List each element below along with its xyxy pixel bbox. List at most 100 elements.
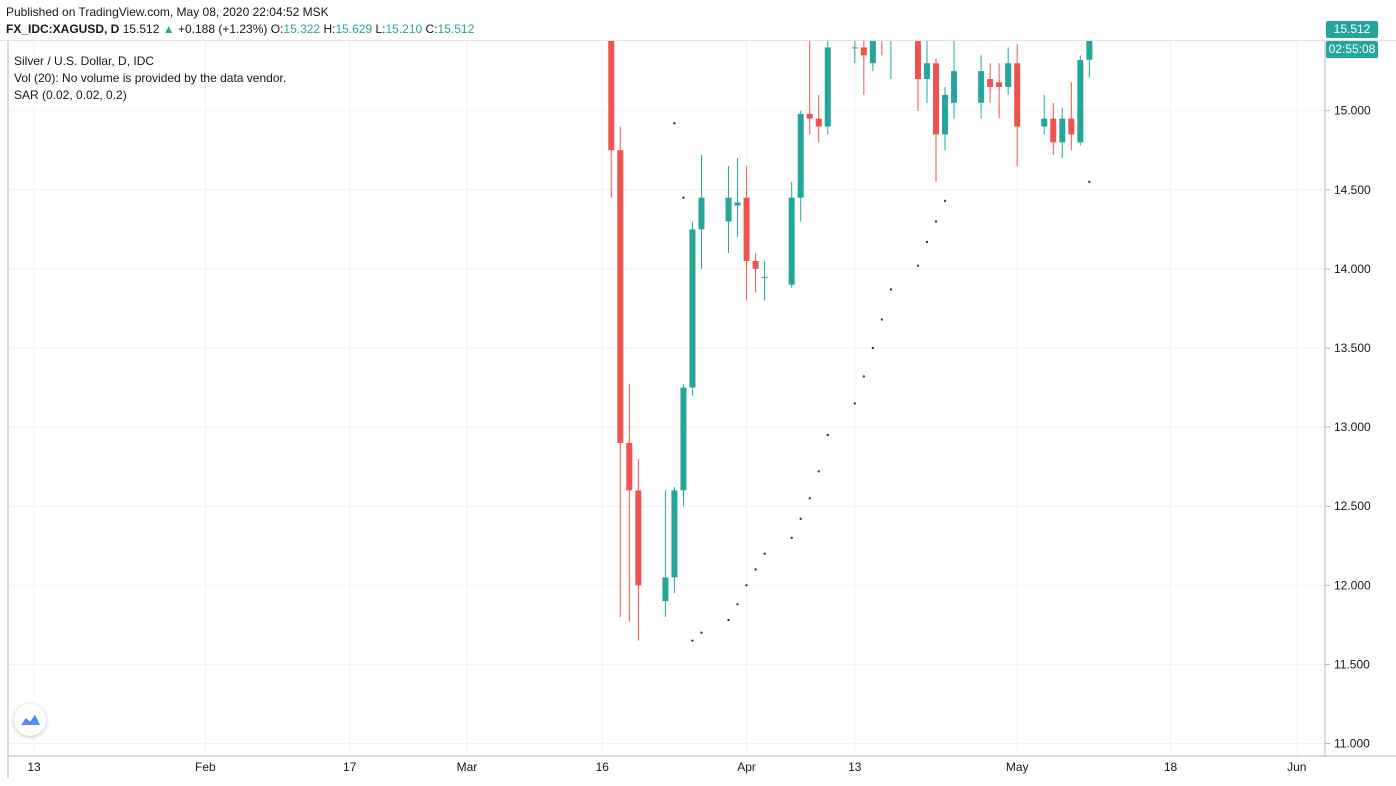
candle[interactable] bbox=[1014, 44, 1021, 167]
change-value: +0.188 (+1.23%) bbox=[177, 22, 268, 36]
candle-body bbox=[851, 47, 858, 49]
high-value: 15.629 bbox=[335, 22, 373, 36]
tradingview-logo-icon[interactable] bbox=[14, 704, 46, 736]
time-tick-label: Mar bbox=[457, 760, 478, 774]
candle[interactable] bbox=[743, 166, 750, 301]
price-tick-label: 15.000 bbox=[1334, 104, 1371, 118]
sar-dot bbox=[754, 568, 757, 571]
sar-dot bbox=[925, 240, 929, 244]
time-tick-label: 17 bbox=[343, 760, 357, 774]
candle-body bbox=[860, 47, 867, 56]
candle[interactable] bbox=[734, 158, 741, 238]
candle[interactable] bbox=[978, 55, 985, 119]
price-tick-label: 13.000 bbox=[1334, 420, 1371, 434]
candle-body bbox=[698, 197, 705, 230]
candle-body bbox=[1041, 118, 1048, 127]
bar-countdown-tag: 02:55:08 bbox=[1326, 40, 1378, 58]
sar-dot bbox=[880, 318, 884, 321]
candle-body bbox=[1050, 118, 1057, 143]
change-arrow-icon: ▲ bbox=[162, 22, 175, 36]
time-tick-label: 18 bbox=[1164, 760, 1178, 774]
candle-body bbox=[743, 197, 750, 261]
candle[interactable] bbox=[851, 39, 858, 64]
candle-body bbox=[923, 63, 930, 80]
candle[interactable] bbox=[1050, 102, 1057, 155]
sar-dot bbox=[763, 552, 766, 555]
candle[interactable] bbox=[806, 23, 813, 135]
candle[interactable] bbox=[635, 458, 642, 641]
low-label: L: bbox=[375, 22, 386, 36]
candle-body bbox=[933, 63, 939, 135]
low-value: 15.210 bbox=[385, 22, 423, 36]
open-label: O: bbox=[270, 22, 284, 36]
candle-body bbox=[617, 150, 624, 443]
candle[interactable] bbox=[671, 487, 678, 594]
sar-dot bbox=[862, 375, 866, 378]
candle[interactable] bbox=[996, 63, 1003, 119]
candle[interactable] bbox=[725, 166, 732, 254]
last-price: 15.512 bbox=[122, 22, 160, 36]
candle[interactable] bbox=[1041, 94, 1048, 135]
price-tick-label: 12.000 bbox=[1334, 578, 1371, 592]
candle[interactable] bbox=[797, 110, 804, 222]
sar-dot bbox=[934, 220, 938, 223]
candle[interactable] bbox=[1005, 47, 1012, 95]
time-axis: 13Feb17Mar16Apr13May18Jun15Jul bbox=[27, 760, 1306, 774]
price-tick-label: 12.500 bbox=[1334, 499, 1371, 513]
candles bbox=[608, 0, 1093, 641]
candle[interactable] bbox=[698, 154, 705, 269]
candle-body bbox=[1068, 118, 1075, 135]
volume-indicator-label[interactable]: Vol (20): No volume is provided by the d… bbox=[14, 71, 287, 85]
sar-indicator-label[interactable]: SAR (0.02, 0.02, 0.2) bbox=[14, 88, 127, 102]
candle[interactable] bbox=[761, 260, 768, 301]
candle-body bbox=[635, 490, 642, 586]
candle-body bbox=[752, 260, 759, 269]
time-tick-label: Feb bbox=[195, 760, 216, 774]
time-tick-label: 13 bbox=[848, 760, 862, 774]
sar-dot bbox=[700, 631, 703, 634]
candle-body bbox=[806, 113, 813, 119]
chart-grid bbox=[8, 31, 1325, 756]
candle[interactable] bbox=[689, 221, 696, 396]
candle[interactable] bbox=[824, 28, 831, 135]
candle[interactable] bbox=[626, 384, 633, 622]
price-axis: 19.50019.00018.50018.00017.50017.00016.5… bbox=[1325, 25, 1371, 751]
time-tick-label: 16 bbox=[596, 760, 610, 774]
candle-body bbox=[689, 229, 696, 388]
sar-dot bbox=[799, 517, 802, 521]
candle-body bbox=[725, 197, 732, 222]
series-title[interactable]: Silver / U.S. Dollar, D, IDC bbox=[14, 54, 155, 68]
candle-body bbox=[662, 577, 669, 602]
candle[interactable] bbox=[662, 490, 669, 617]
candle-body bbox=[1005, 63, 1012, 87]
candle[interactable] bbox=[617, 126, 624, 617]
sar-dot bbox=[736, 603, 739, 606]
candle[interactable] bbox=[951, 39, 958, 119]
price-tick-label: 11.000 bbox=[1334, 737, 1370, 751]
candle-body bbox=[1077, 60, 1084, 143]
candle-body bbox=[626, 442, 633, 491]
candle-body bbox=[788, 197, 795, 285]
sar-dot bbox=[727, 618, 730, 622]
price-tick-label: 14.000 bbox=[1334, 262, 1371, 276]
sar-dot bbox=[943, 199, 947, 203]
candle[interactable] bbox=[788, 181, 795, 288]
sar-dot bbox=[808, 497, 811, 500]
candle-body bbox=[761, 276, 768, 278]
candle[interactable] bbox=[942, 86, 949, 151]
candle-body bbox=[608, 0, 615, 151]
candle-body bbox=[987, 79, 994, 87]
candle[interactable] bbox=[1077, 55, 1084, 146]
candle[interactable] bbox=[933, 58, 939, 182]
time-tick-label: 13 bbox=[27, 760, 41, 774]
candle[interactable] bbox=[987, 63, 994, 103]
candle[interactable] bbox=[752, 253, 759, 293]
candle-body bbox=[996, 82, 1003, 87]
candle[interactable] bbox=[815, 94, 822, 143]
close-value: 15.512 bbox=[437, 22, 475, 36]
candle[interactable] bbox=[1059, 107, 1066, 159]
sar-dot bbox=[871, 346, 875, 350]
candle[interactable] bbox=[1068, 82, 1075, 151]
candle[interactable] bbox=[680, 384, 687, 507]
